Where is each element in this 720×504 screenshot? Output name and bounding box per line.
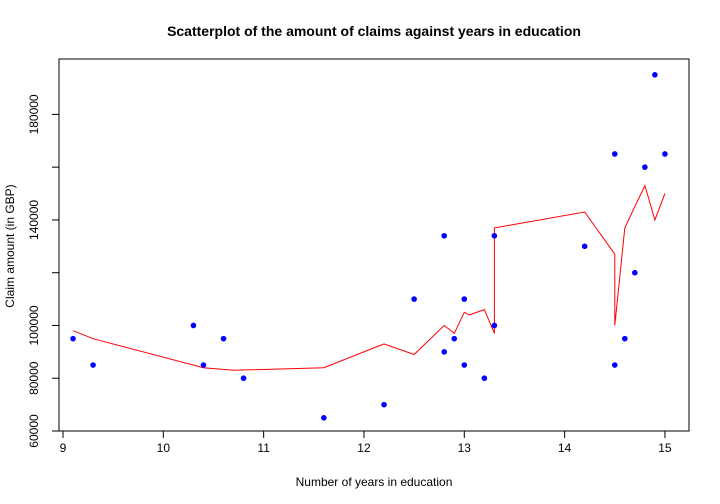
x-tick-label: 9 xyxy=(60,441,67,455)
x-axis-label: Number of years in education xyxy=(296,475,453,489)
data-point xyxy=(632,269,638,276)
x-tick-label: 12 xyxy=(357,441,371,455)
smoothed-trend-line xyxy=(72,184,666,371)
data-point xyxy=(321,415,327,421)
data-point xyxy=(70,335,76,342)
x-tick-label: 15 xyxy=(658,441,672,455)
data-point xyxy=(381,401,387,408)
y-tick-label: 80000 xyxy=(27,361,41,395)
plot-frame xyxy=(58,58,690,432)
x-axis: 9 10 11 12 13 14 15 xyxy=(60,431,672,455)
data-point xyxy=(461,296,468,302)
y-tick-label: 140000 xyxy=(27,200,41,240)
x-tick-label: 14 xyxy=(558,441,572,455)
data-point xyxy=(581,243,588,250)
data-point xyxy=(200,362,207,368)
data-point xyxy=(611,362,618,368)
x-tick-label: 11 xyxy=(257,441,270,455)
data-point xyxy=(662,151,668,157)
y-tick-label: 180000 xyxy=(27,94,41,134)
data-point xyxy=(441,232,448,239)
data-point xyxy=(491,232,498,239)
data-point xyxy=(652,72,658,78)
y-tick-label: 60000 xyxy=(27,414,41,448)
data-point xyxy=(441,349,448,355)
data-point xyxy=(190,322,197,329)
data-point xyxy=(611,151,618,157)
chart-title: Scatterplot of the amount of claims agai… xyxy=(167,23,581,39)
data-point xyxy=(240,375,247,382)
data-point xyxy=(481,375,488,382)
data-point xyxy=(461,362,468,368)
data-point xyxy=(411,296,417,302)
data-point xyxy=(621,335,628,342)
data-point xyxy=(220,335,227,342)
series-lines xyxy=(72,184,666,371)
y-axis: 60000 80000 100000 140000 180000 xyxy=(27,94,59,448)
x-tick-label: 10 xyxy=(157,441,171,455)
series-points xyxy=(70,72,668,421)
data-point xyxy=(451,335,458,342)
x-tick-label: 13 xyxy=(458,441,472,455)
data-point xyxy=(491,322,498,329)
y-axis-label: Claim amount (in GBP) xyxy=(3,184,17,307)
y-tick-label: 100000 xyxy=(27,305,41,345)
data-point xyxy=(90,362,96,368)
data-point xyxy=(642,164,648,170)
